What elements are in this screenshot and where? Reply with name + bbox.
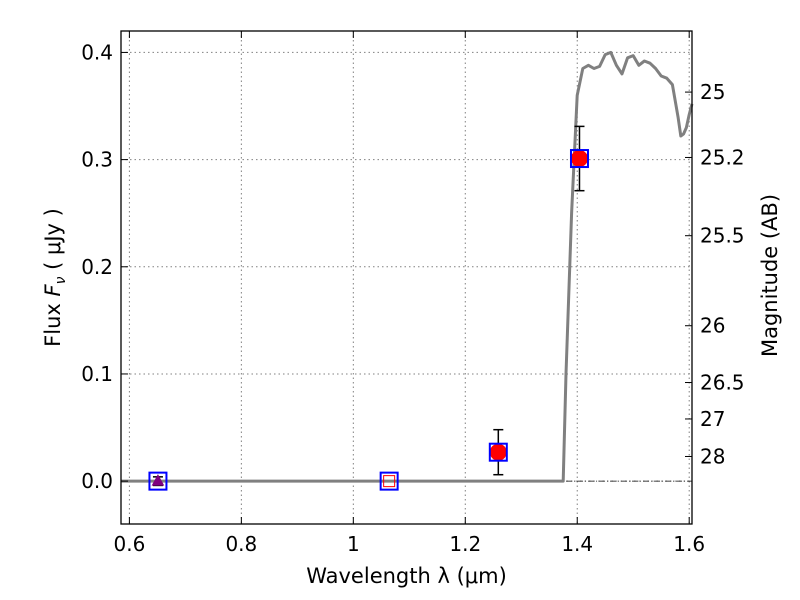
x-tick-label: 1.4 <box>561 532 593 556</box>
y-tick-label: 0.4 <box>81 40 113 64</box>
y2-axis-label: Magnitude (AB) <box>758 194 782 357</box>
y-tick-label: 0.1 <box>81 362 113 386</box>
x-tick-label: 1.2 <box>449 532 481 556</box>
y2-tick-label: 28 <box>700 444 725 468</box>
y2-tick-label: 25.2 <box>700 145 745 169</box>
x-tick-label: 1.6 <box>673 532 705 556</box>
grid <box>121 31 692 524</box>
y-axis-label: Flux Fν ( μJy ) <box>41 208 69 347</box>
x-tick-label: 0.6 <box>113 532 145 556</box>
y2-tick-label: 27 <box>700 407 725 431</box>
y-axis-label-subscript: ν <box>53 276 69 284</box>
observed-point <box>489 443 507 461</box>
x-axis-label: Wavelength λ (μm) <box>306 564 507 588</box>
observed-point <box>570 150 588 168</box>
y2-tick-label: 25.5 <box>700 224 745 248</box>
plot-frame <box>120 30 693 525</box>
ticks: 0.6 0.8 1 1.2 1.4 1.6 0.0 0.1 0.2 0.3 0.4 25 25.2 25.… <box>81 31 745 556</box>
y-tick-label: 0.2 <box>81 255 113 279</box>
y2-tick-label: 25 <box>700 80 725 104</box>
upper-limit-marker <box>151 474 165 486</box>
x-tick-label: 1 <box>347 532 360 556</box>
y2-tick-label: 26 <box>700 314 725 338</box>
model-photometry-marker <box>148 471 168 491</box>
nondetection-marker <box>383 475 396 488</box>
series <box>121 50 694 491</box>
y-axis-label-symbol: F <box>41 284 65 297</box>
model-photometry-marker <box>569 149 589 169</box>
model-photometry-marker <box>488 442 508 462</box>
model-spectrum-line <box>121 50 694 483</box>
y-tick-label: 0.3 <box>81 148 113 172</box>
model-photometry-marker <box>379 471 399 491</box>
x-tick-label: 0.8 <box>225 532 257 556</box>
y-axis-label-prefix: Flux <box>41 297 65 347</box>
y-tick-label: 0.0 <box>81 469 113 493</box>
y-axis-label-suffix: ( μJy ) <box>41 208 65 276</box>
y2-tick-label: 26.5 <box>700 371 745 395</box>
